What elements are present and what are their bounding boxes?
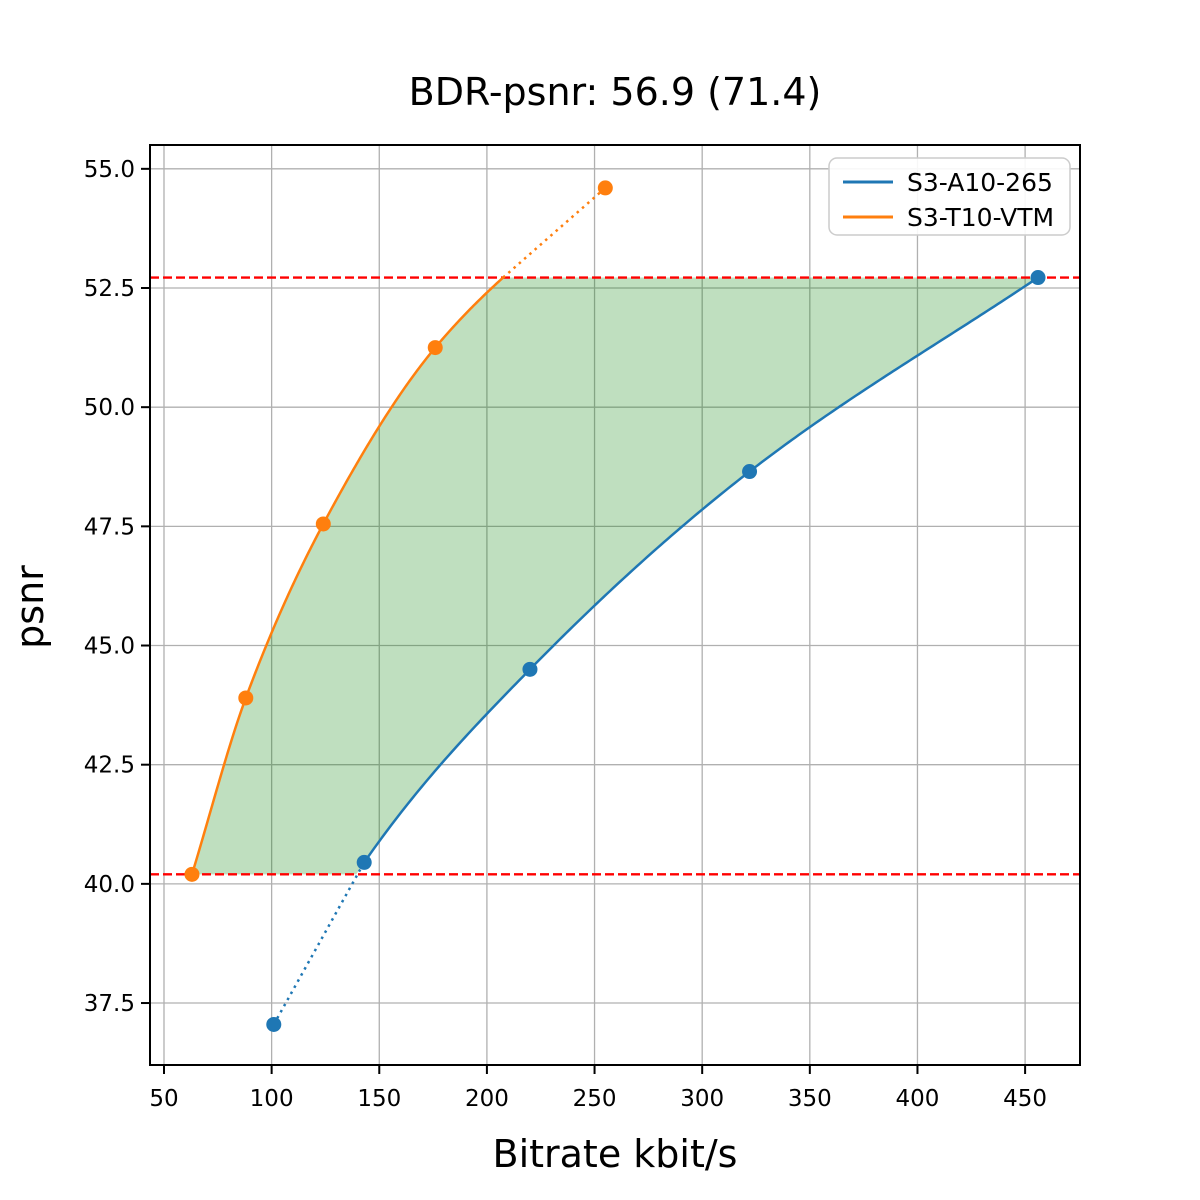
axes-region (150, 145, 1080, 1065)
data-point (356, 854, 372, 870)
x-tick-label: 300 (680, 1086, 724, 1112)
x-tick-label: 150 (357, 1086, 401, 1112)
legend: S3-A10-265 S3-T10-VTM (828, 157, 1071, 236)
y-tick-label: 52.5 (84, 276, 135, 302)
y-tick-label: 45.0 (84, 634, 135, 660)
data-point (184, 866, 200, 882)
x-axis-label: Bitrate kbit/s (492, 1132, 738, 1176)
x-tick-label: 450 (1003, 1086, 1047, 1112)
series-dotted-extension (272, 861, 366, 1026)
y-tick-label: 47.5 (84, 514, 135, 540)
bd-rate-fill-region (191, 277, 1039, 875)
y-tick-label: 40.0 (84, 872, 135, 898)
y-tick-label: 42.5 (84, 753, 135, 779)
data-point (742, 464, 758, 480)
data-point (522, 661, 538, 677)
x-tick-label: 200 (465, 1086, 509, 1112)
data-point (315, 516, 331, 532)
data-point (427, 340, 443, 356)
data-point (266, 1016, 282, 1032)
x-tick-label: 400 (896, 1086, 940, 1112)
x-tick-label: 100 (250, 1086, 294, 1112)
x-tick-label: 350 (788, 1086, 832, 1112)
y-tick-label: 55.0 (84, 157, 135, 183)
chart-title: BDR-psnr: 56.9 (71.4) (408, 70, 822, 114)
series-line-S3-A10-265 (363, 276, 1039, 864)
legend-entry-label: S3-T10-VTM (907, 203, 1054, 232)
y-tick-label: 37.5 (84, 991, 135, 1017)
data-point (238, 690, 254, 706)
x-tick-label: 250 (573, 1086, 617, 1112)
y-tick-label: 50.0 (84, 395, 135, 421)
legend-entry-label: S3-A10-265 (907, 168, 1053, 197)
data-point (1030, 270, 1046, 286)
plot-border (149, 144, 1081, 1066)
data-point (597, 180, 613, 196)
series-dotted-extension (502, 186, 607, 279)
x-tick-label: 50 (149, 1086, 178, 1112)
